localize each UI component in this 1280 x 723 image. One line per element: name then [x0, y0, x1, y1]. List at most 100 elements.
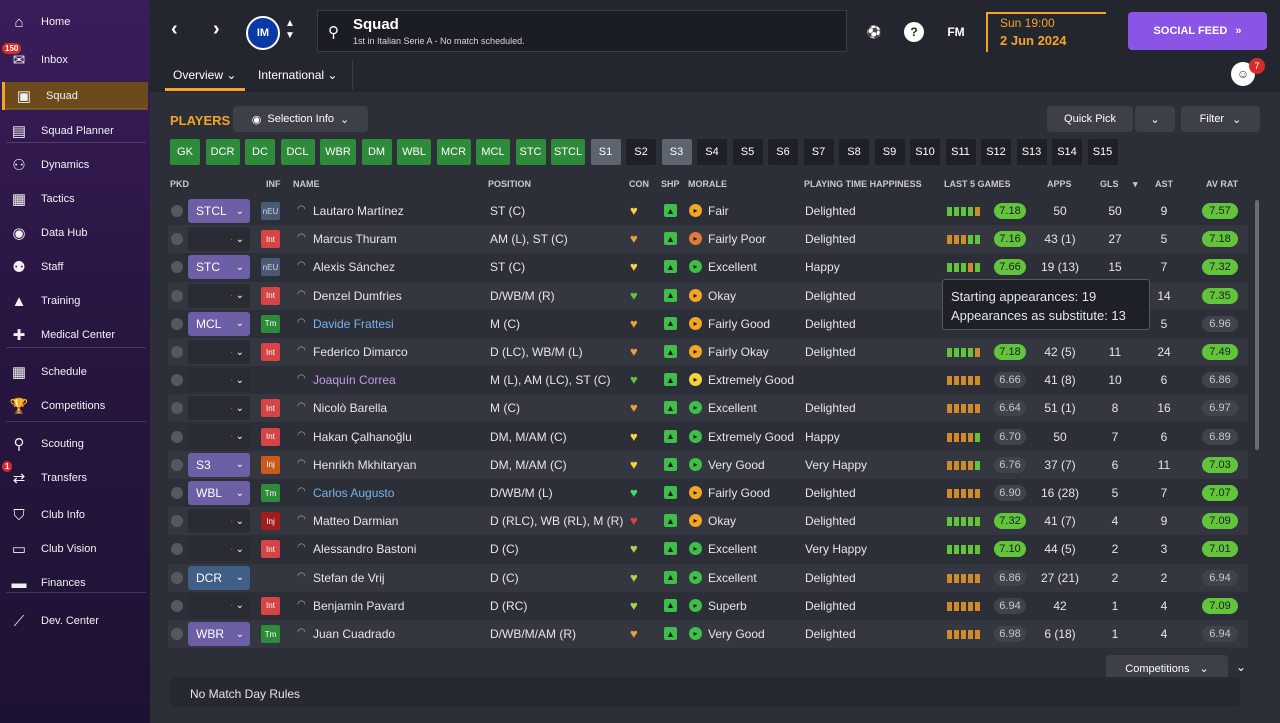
position-chip-wbl[interactable]: WBL — [397, 139, 431, 165]
info-tag[interactable]: Int — [261, 427, 280, 446]
position-chip-dm[interactable]: DM — [361, 139, 392, 165]
table-row[interactable]: · ⌄ Int ◠ Benjamin Pavard D (RC) ♥ ▲ ▸ Superb Deli… — [168, 591, 1248, 620]
select-checkbox[interactable] — [171, 402, 183, 415]
col-ast[interactable]: AST — [1155, 179, 1173, 189]
player-name[interactable]: Lautaro Martínez — [313, 204, 404, 218]
pkd-selector[interactable]: WBL ⌄ — [188, 481, 250, 505]
football-icon[interactable]: ⚽ — [866, 25, 882, 39]
table-row[interactable]: WBL ⌄ Tm ◠ Carlos Augusto D/WB/M (L) ♥ ▲ ▸ Fairly… — [168, 479, 1248, 507]
back-arrow-icon[interactable]: ‹ — [171, 18, 178, 40]
player-name[interactable]: Stefan de Vrij — [313, 570, 385, 585]
sidebar-item-staff[interactable]: ⚉ Staff — [0, 253, 150, 281]
appearances[interactable]: 42 — [1053, 598, 1067, 613]
table-row[interactable]: · ⌄ Int ◠ Federico Dimarco D (LC), WB/M (L) ♥ ▲… — [168, 338, 1248, 366]
appearances[interactable]: 6 (18) — [1044, 627, 1076, 641]
select-checkbox[interactable] — [171, 374, 183, 387]
col-position[interactable]: POSITION — [488, 179, 532, 189]
appearances[interactable]: 42 (5) — [1044, 345, 1076, 359]
quick-pick-button[interactable]: Quick Pick — [1047, 106, 1133, 132]
sidebar-item-club-vision[interactable]: ▭ Club Vision — [0, 535, 150, 563]
position-chip-mcr[interactable]: MCR — [436, 139, 471, 165]
table-row[interactable]: · ⌄ Int ◠ Marcus Thuram AM (L), ST (C) ♥ ▲ ▸ Fair… — [168, 225, 1248, 254]
pkd-selector[interactable]: WBR ⌄ — [188, 622, 250, 646]
sidebar-item-medical-center[interactable]: ✚ Medical Center — [0, 321, 150, 349]
info-tag[interactable]: Int — [261, 343, 280, 361]
pkd-selector[interactable]: S3 ⌄ — [188, 452, 250, 477]
player-name[interactable]: Nicolò Barella — [313, 401, 388, 416]
player-name[interactable]: Benjamin Pavard — [313, 598, 405, 613]
info-tag[interactable]: nEU — [261, 258, 280, 277]
pkd-selector[interactable]: DCR ⌄ — [188, 565, 250, 590]
position-chip-s3[interactable]: S3 — [661, 139, 692, 165]
table-row[interactable]: DCR ⌄ ◠ Stefan de Vrij D (C) ♥ ▲ ▸ Excellent Deli… — [168, 563, 1248, 592]
player-name[interactable]: Juan Cuadrado — [313, 627, 396, 641]
player-name[interactable]: Matteo Darmian — [313, 514, 399, 529]
player-name[interactable]: Denzel Dumfries — [313, 288, 402, 303]
tab-overview[interactable]: Overview ⌄ — [173, 68, 236, 82]
select-checkbox[interactable] — [171, 571, 183, 584]
sidebar-item-data-hub[interactable]: ◉ Data Hub — [0, 219, 150, 247]
info-tag[interactable]: Int — [261, 399, 280, 418]
select-checkbox[interactable] — [171, 430, 183, 443]
select-checkbox[interactable] — [171, 543, 183, 556]
position-chip-s13[interactable]: S13 — [1016, 139, 1047, 165]
filter-button[interactable]: Filter ⌄ — [1181, 106, 1260, 132]
appearances[interactable]: 19 (13) — [1040, 260, 1080, 275]
player-name[interactable]: Joaquín Correa — [313, 373, 396, 388]
quick-pick-dropdown[interactable]: ⌄ — [1135, 106, 1175, 132]
sidebar-item-schedule[interactable]: ▦ Schedule — [0, 358, 150, 386]
sidebar-item-competitions[interactable]: 🏆 Competitions — [0, 392, 150, 420]
club-switch-icon[interactable]: ▲ ▼ — [285, 18, 295, 41]
fm-menu-button[interactable]: FM — [947, 25, 965, 39]
player-name[interactable]: Marcus Thuram — [313, 232, 397, 247]
player-name[interactable]: Alessandro Bastoni — [313, 542, 417, 557]
table-row[interactable]: · ⌄ Inj ◠ Matteo Darmian D (RLC), WB (RL), M … — [168, 507, 1248, 536]
sidebar-item-squad-planner[interactable]: ▤ Squad Planner — [0, 117, 150, 145]
position-chip-stc[interactable]: STC — [515, 139, 546, 165]
col-pkd[interactable]: PKD — [170, 179, 190, 189]
table-row[interactable]: WBR ⌄ Tm ◠ Juan Cuadrado D/WB/M/AM (R) ♥ ▲ ▸ Very… — [168, 620, 1248, 648]
pkd-selector[interactable]: · ⌄ — [188, 396, 250, 421]
table-row[interactable]: STC ⌄ nEU ◠ Alexis Sánchez ST (C) ♥ ▲ ▸ Excellent… — [168, 253, 1248, 282]
pkd-selector[interactable]: · ⌄ — [188, 537, 250, 562]
sidebar-item-transfers[interactable]: ⇄ 1 Transfers — [0, 461, 150, 492]
select-checkbox[interactable] — [171, 233, 183, 246]
table-row[interactable]: · ⌄ Int ◠ Hakan Çalhanoğlu DM, M/AM (C) ♥ ▲ ▸ Ext… — [168, 422, 1248, 451]
player-name[interactable]: Davide Frattesi — [313, 316, 394, 331]
col-name[interactable]: NAME — [293, 179, 320, 189]
forward-arrow-icon[interactable]: › — [213, 18, 220, 40]
appearances[interactable]: 41 (7) — [1044, 514, 1076, 529]
appearances[interactable]: 43 (1) — [1044, 232, 1076, 247]
position-chip-s5[interactable]: S5 — [732, 139, 763, 165]
pkd-selector[interactable]: STC ⌄ — [188, 255, 250, 280]
pkd-selector[interactable]: · ⌄ — [188, 509, 250, 534]
sidebar-item-squad[interactable]: ▣ Squad — [2, 82, 148, 110]
info-tag[interactable]: Tm — [261, 625, 280, 643]
table-row[interactable]: · ⌄ Int ◠ Nicolò Barella M (C) ♥ ▲ ▸ Excellent Del… — [168, 394, 1248, 423]
sidebar-item-inbox[interactable]: ✉ 150 Inbox — [0, 43, 150, 74]
player-name[interactable]: Hakan Çalhanoğlu — [313, 429, 412, 444]
select-checkbox[interactable] — [171, 515, 183, 528]
info-tag[interactable]: Inj — [261, 512, 280, 531]
position-chip-dcr[interactable]: DCR — [205, 139, 240, 165]
position-chip-mcl[interactable]: MCL — [476, 139, 510, 165]
position-chip-s14[interactable]: S14 — [1052, 139, 1082, 165]
col-pth[interactable]: PLAYING TIME HAPPINESS — [804, 179, 922, 189]
sidebar-item-finances[interactable]: ▬ Finances — [0, 569, 150, 597]
search-icon[interactable]: ⚲ — [328, 24, 339, 41]
position-chip-s8[interactable]: S8 — [839, 139, 869, 165]
position-chip-dcl[interactable]: DCL — [280, 139, 315, 165]
info-tag[interactable]: Int — [261, 596, 280, 615]
select-checkbox[interactable] — [171, 487, 183, 499]
manager-avatar[interactable]: ☺ — [1231, 62, 1255, 86]
help-icon[interactable]: ? — [904, 22, 924, 42]
chevron-down-icon[interactable]: ⌄ — [1236, 660, 1247, 674]
player-name[interactable]: Carlos Augusto — [313, 486, 395, 500]
position-chip-s10[interactable]: S10 — [910, 139, 940, 165]
position-chip-s12[interactable]: S12 — [981, 139, 1011, 165]
pkd-selector[interactable]: MCL ⌄ — [188, 311, 250, 336]
appearances[interactable]: 27 (21) — [1040, 570, 1080, 585]
info-tag[interactable]: nEU — [261, 202, 280, 220]
col-morale[interactable]: MORALE — [688, 179, 727, 189]
select-checkbox[interactable] — [171, 346, 183, 358]
